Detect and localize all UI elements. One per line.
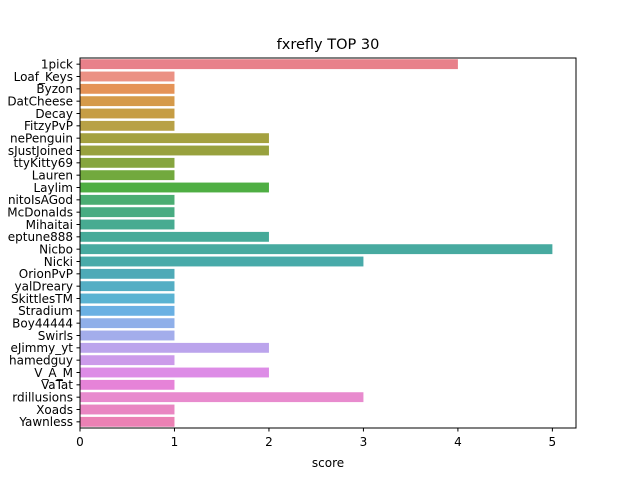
bar bbox=[80, 392, 364, 403]
y-tick-label: eJimmy_yt bbox=[10, 341, 73, 355]
y-tick-labels: 1pickLoaf_KeysByzonDatCheeseDecayFitzyPv… bbox=[7, 57, 80, 429]
y-tick-label: nePenguin bbox=[10, 131, 73, 145]
x-tick-label: 1 bbox=[171, 435, 179, 449]
bar bbox=[80, 404, 175, 415]
y-tick-label: Stradium bbox=[18, 304, 73, 318]
y-tick-label: ttyKitty69 bbox=[14, 156, 74, 170]
y-tick-label: Swirls bbox=[38, 329, 73, 343]
x-ticks: 0 1 2 3 4 5 bbox=[76, 428, 556, 449]
y-tick-label: Mihaitai bbox=[26, 218, 73, 232]
bar bbox=[80, 281, 175, 292]
y-tick-label: SkittlesTM bbox=[11, 292, 73, 306]
bar bbox=[80, 330, 175, 341]
bar bbox=[80, 256, 364, 267]
bar bbox=[80, 157, 175, 168]
y-tick-label: Xoads bbox=[36, 403, 73, 417]
bar bbox=[80, 207, 175, 218]
y-tick-label: sJustJoined bbox=[8, 144, 73, 158]
x-tick-label: 5 bbox=[549, 435, 557, 449]
y-tick-label: Boy44444 bbox=[12, 316, 73, 330]
y-tick-label: Decay bbox=[35, 107, 73, 121]
y-tick-label: Lauren bbox=[32, 168, 73, 182]
bar bbox=[80, 318, 175, 329]
bar bbox=[80, 268, 175, 279]
y-tick-label: Laylim bbox=[34, 181, 74, 195]
y-tick-label: V_A_M bbox=[34, 366, 73, 380]
bar bbox=[80, 379, 175, 390]
bar bbox=[80, 305, 175, 316]
bar bbox=[80, 59, 458, 70]
x-tick-label: 4 bbox=[454, 435, 462, 449]
bar bbox=[80, 194, 175, 205]
y-tick-label: DatCheese bbox=[7, 94, 73, 108]
y-tick-label: hamedguy bbox=[9, 353, 73, 367]
y-tick-label: FitzyPvP bbox=[24, 119, 73, 133]
x-tick-label: 3 bbox=[360, 435, 368, 449]
y-tick-label: Byzon bbox=[36, 82, 73, 96]
bar bbox=[80, 244, 553, 255]
bar bbox=[80, 293, 175, 304]
bar bbox=[80, 108, 175, 119]
chart-title: fxrefly TOP 30 bbox=[277, 37, 380, 53]
bar bbox=[80, 342, 269, 353]
y-tick-label: yalDreary bbox=[15, 279, 73, 293]
bar bbox=[80, 367, 269, 378]
bar bbox=[80, 170, 175, 181]
bar bbox=[80, 71, 175, 82]
y-tick-label: 1pick bbox=[41, 57, 73, 71]
y-tick-label: eptune888 bbox=[8, 230, 73, 244]
bar bbox=[80, 145, 269, 156]
x-tick-label: 2 bbox=[265, 435, 273, 449]
bar bbox=[80, 133, 269, 144]
y-tick-label: Nicki bbox=[44, 255, 73, 269]
bars-layer bbox=[80, 59, 553, 427]
y-tick-label: Loaf_Keys bbox=[14, 70, 73, 84]
y-tick-label: VaTat bbox=[41, 378, 73, 392]
x-axis-label: score bbox=[312, 456, 344, 470]
y-tick-label: McDonalds bbox=[7, 205, 73, 219]
bar bbox=[80, 96, 175, 107]
bar bbox=[80, 231, 269, 242]
bar bbox=[80, 120, 175, 131]
y-tick-label: Nicbo bbox=[39, 242, 73, 256]
y-tick-label: nitoIsAGod bbox=[8, 193, 73, 207]
y-tick-label: Yawnless bbox=[18, 415, 73, 429]
bar bbox=[80, 219, 175, 230]
bar bbox=[80, 416, 175, 427]
y-tick-label: rdillusions bbox=[12, 390, 73, 404]
bar bbox=[80, 182, 269, 193]
y-tick-label: OrionPvP bbox=[19, 267, 73, 281]
x-tick-label: 0 bbox=[76, 435, 84, 449]
bar bbox=[80, 355, 175, 366]
bar bbox=[80, 83, 175, 94]
plot-frame bbox=[79, 57, 577, 429]
